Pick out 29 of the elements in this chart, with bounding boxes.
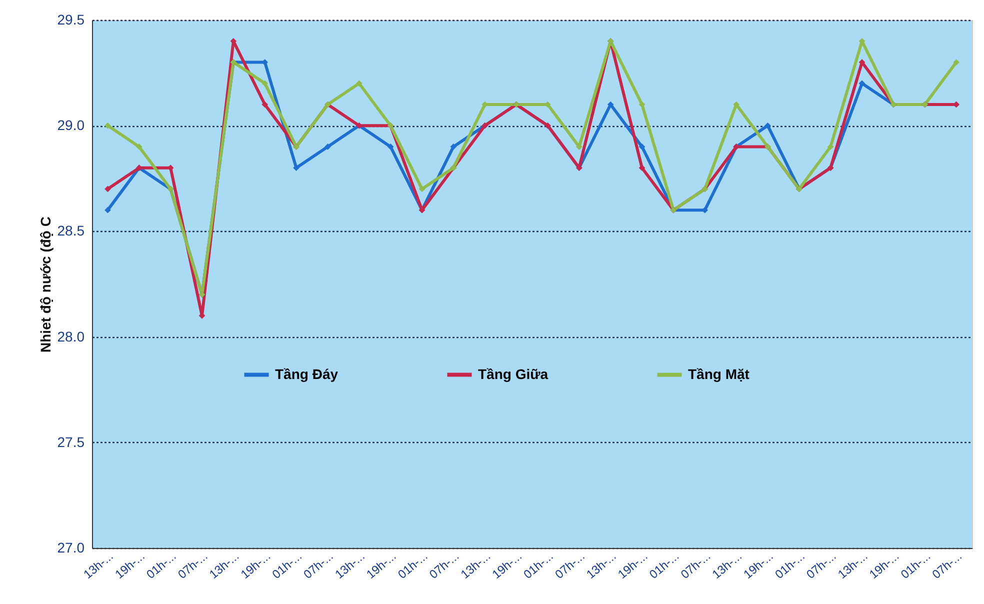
y-tick-label: 28.0	[57, 328, 85, 344]
point	[387, 144, 394, 150]
point	[104, 122, 111, 129]
point	[638, 164, 646, 171]
point	[858, 80, 866, 87]
y-tick-label: 27.0	[57, 540, 85, 556]
legend-label: Tầng Giữa	[478, 366, 548, 382]
point	[953, 59, 960, 66]
point	[104, 186, 111, 192]
point	[262, 80, 268, 87]
y-axis-title: Nhiet độ nước (độ C	[37, 216, 54, 352]
point	[356, 80, 362, 87]
point	[764, 122, 771, 129]
y-tick-label: 28.5	[57, 222, 85, 239]
point	[450, 144, 457, 150]
point	[638, 101, 646, 108]
legend-label: Tầng Đáy	[275, 366, 338, 382]
point	[136, 144, 142, 150]
y-tick-label: 27.5	[57, 434, 85, 450]
point	[324, 144, 331, 150]
y-tick-label: 29.5	[57, 12, 85, 28]
y-tick-label: 29.0	[57, 117, 85, 134]
point	[104, 206, 111, 214]
point	[607, 101, 614, 108]
point	[638, 144, 646, 150]
point	[418, 186, 426, 192]
legend-label: Tầng Mặt	[688, 366, 750, 382]
point	[262, 101, 268, 108]
point	[827, 144, 834, 150]
